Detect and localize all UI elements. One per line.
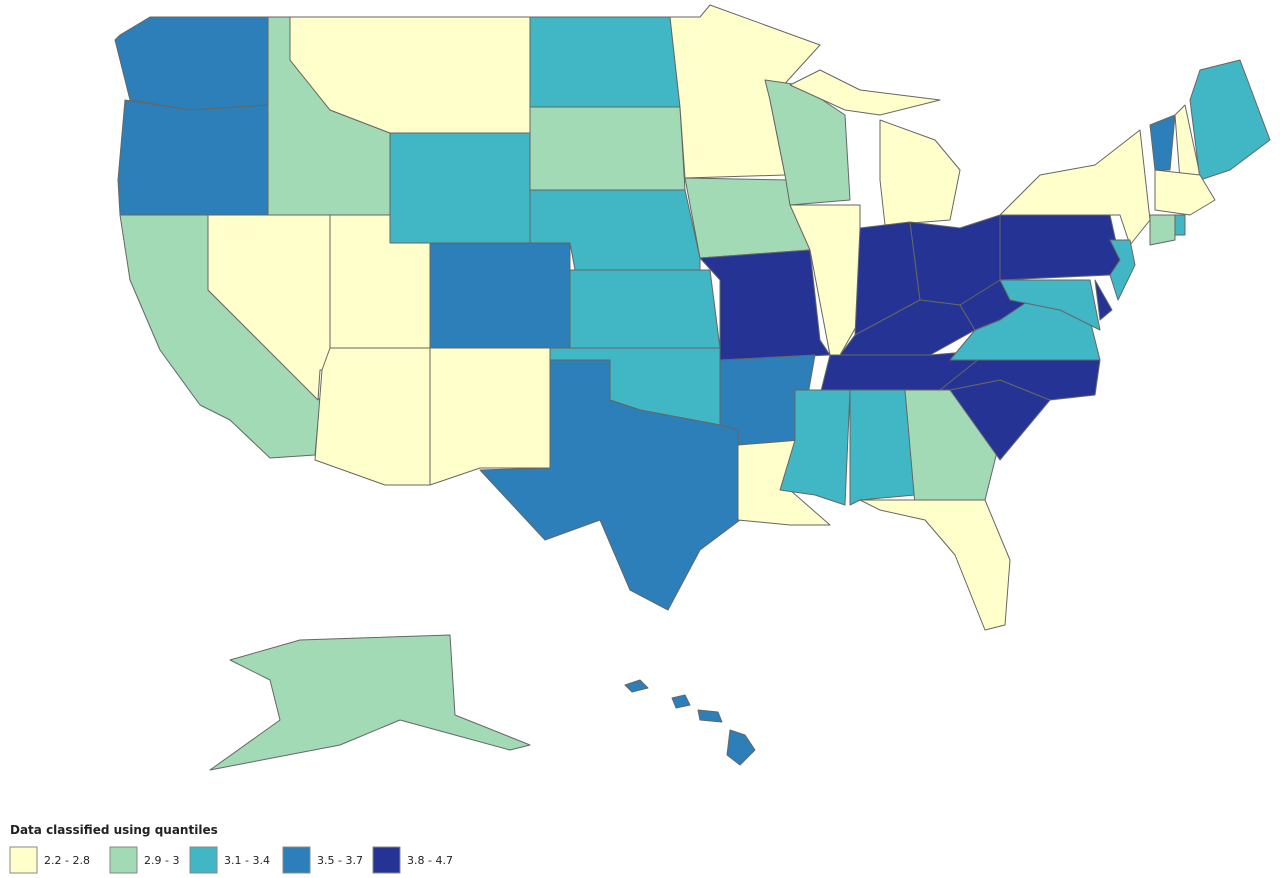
state <box>117 99 269 216</box>
state <box>529 106 686 191</box>
legend-label: 3.8 - 4.7 <box>407 854 453 867</box>
state <box>859 499 1011 631</box>
state <box>1174 214 1186 236</box>
state <box>569 269 721 349</box>
legend-label: 3.1 - 3.4 <box>224 854 270 867</box>
state <box>849 389 916 506</box>
state <box>1189 59 1271 181</box>
state <box>209 634 531 771</box>
state <box>726 729 756 766</box>
state <box>389 132 531 244</box>
state <box>1094 279 1113 321</box>
legend-title: Data classified using quantiles <box>10 823 218 837</box>
state <box>624 679 649 693</box>
state <box>999 129 1151 246</box>
state <box>999 279 1101 331</box>
legend-swatch <box>9 846 38 874</box>
state <box>1154 169 1216 216</box>
state <box>999 214 1121 281</box>
legend-label: 3.5 - 3.7 <box>317 854 363 867</box>
legend-label: 2.2 - 2.8 <box>44 854 90 867</box>
legend-swatch <box>372 846 401 874</box>
legend: Data classified using quantiles 2.2 - 2.… <box>9 823 453 874</box>
state <box>529 16 681 108</box>
state <box>671 694 691 709</box>
legend-label: 2.9 - 3 <box>144 854 179 867</box>
states <box>114 4 1271 771</box>
state <box>879 119 961 226</box>
state <box>114 16 269 111</box>
legend-swatch <box>109 846 138 874</box>
state <box>697 709 723 723</box>
state <box>429 242 571 349</box>
state <box>1149 114 1176 171</box>
state <box>1109 239 1136 301</box>
state <box>789 69 941 116</box>
state <box>314 347 431 486</box>
state <box>699 249 831 361</box>
state <box>1149 214 1176 246</box>
state <box>764 79 851 206</box>
legend-swatch <box>189 846 218 874</box>
legend-swatch <box>282 846 311 874</box>
state <box>429 347 551 486</box>
state <box>479 359 741 611</box>
